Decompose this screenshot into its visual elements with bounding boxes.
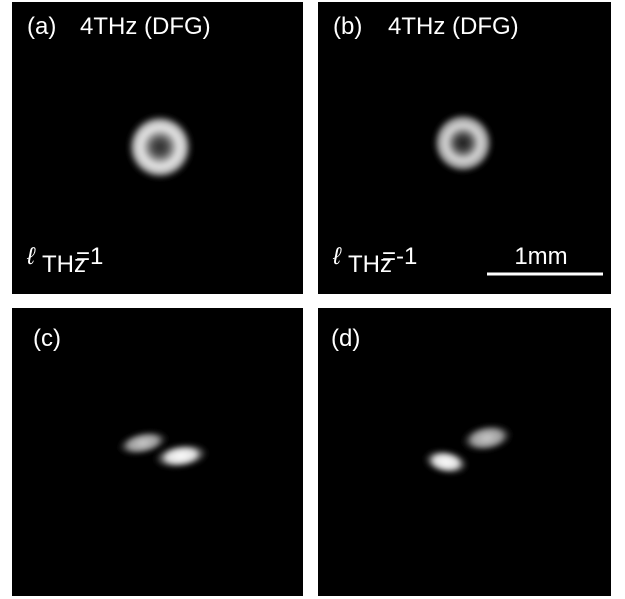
mode-symbol: ℓ	[26, 243, 36, 270]
beam-profile	[432, 112, 494, 174]
panel-c: (c)	[12, 308, 303, 596]
mode-symbol: ℓ	[332, 243, 342, 270]
panel-label: (d)	[331, 325, 360, 352]
panel-title: 4THz (DFG)	[80, 13, 211, 40]
panel-title: 4THz (DFG)	[388, 13, 519, 40]
mode-value: =1	[76, 243, 103, 270]
panel-b: (b) 4THz (DFG) ℓ THz =-1 1mm	[318, 2, 611, 294]
panel-background	[318, 308, 611, 596]
panel-label: (a)	[27, 13, 56, 40]
mode-value: =-1	[382, 243, 417, 270]
panel-label: (c)	[33, 325, 61, 352]
beam-profile	[126, 113, 194, 181]
panel-label: (b)	[333, 13, 362, 40]
panel-d: (d)	[318, 308, 611, 596]
figure: (a) 4THz (DFG) ℓ THz =1 (b) 4THz (DFG) ℓ…	[0, 0, 625, 599]
scale-bar-label: 1mm	[514, 243, 567, 270]
panel-a: (a) 4THz (DFG) ℓ THz =1	[12, 2, 303, 294]
